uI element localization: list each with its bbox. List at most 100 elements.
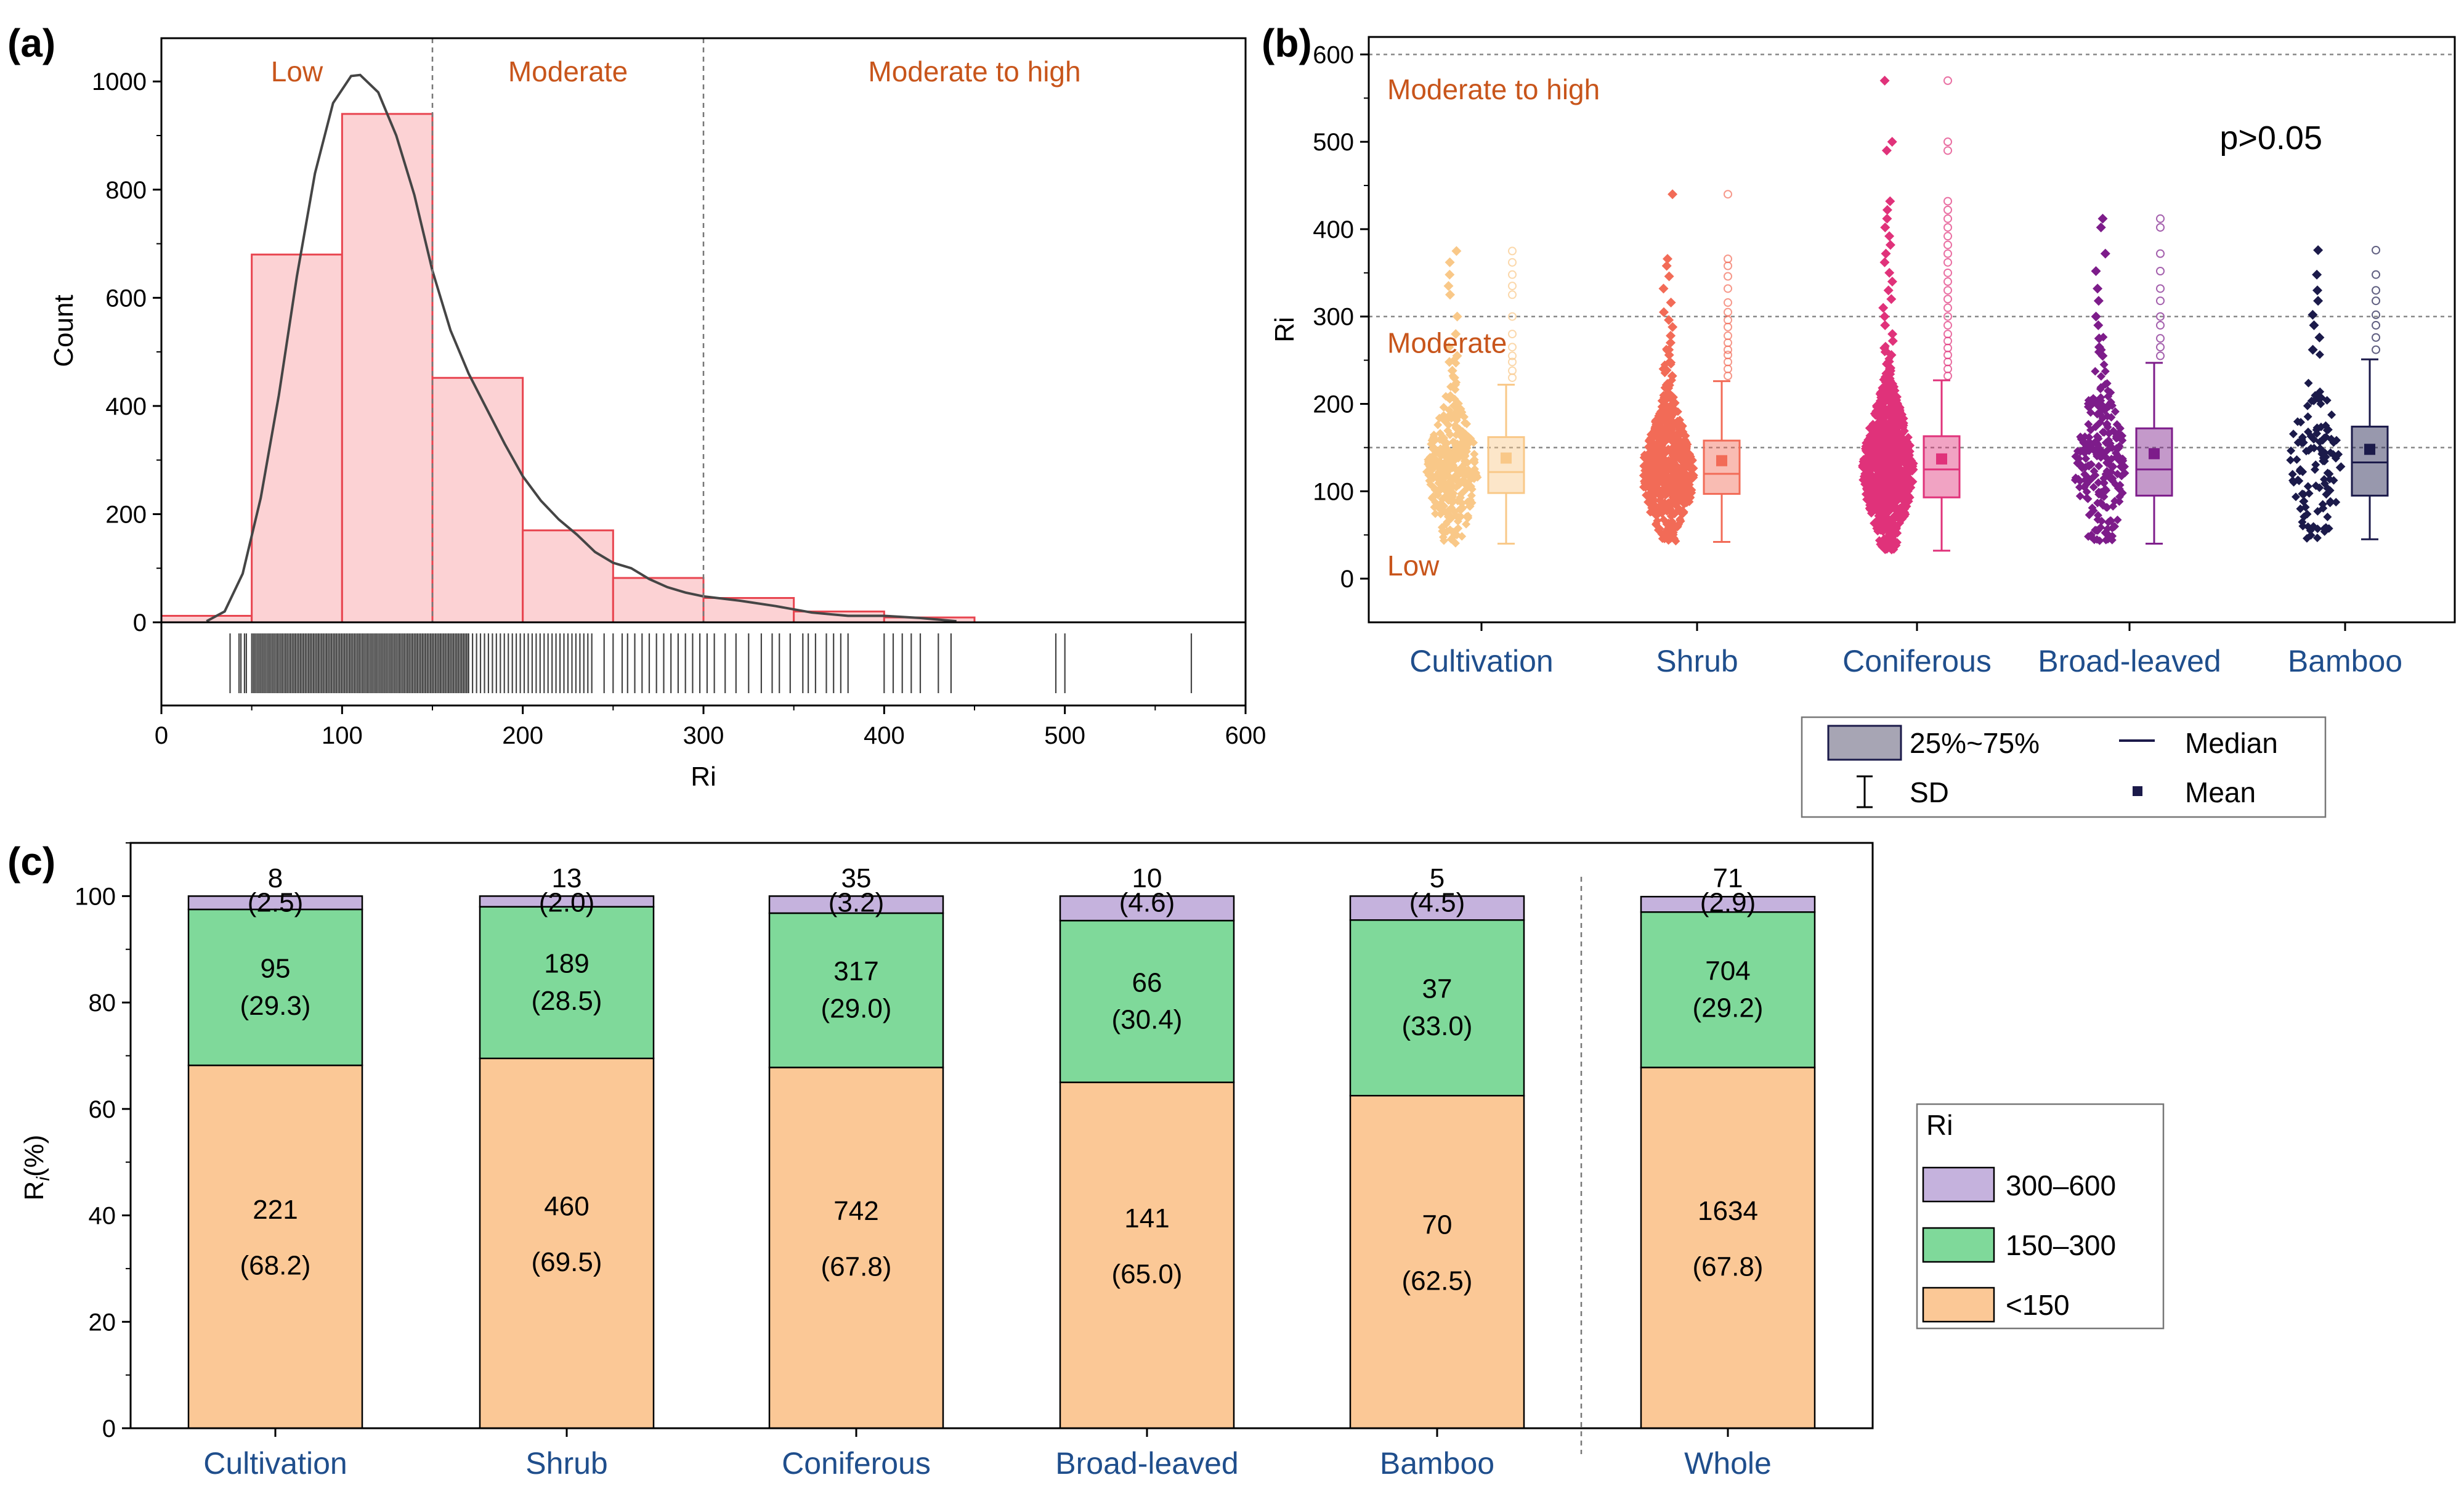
- outlier-18: [1943, 223, 1952, 232]
- x-tick-label-2: 200: [502, 722, 543, 749]
- y-axis-title: Ri: [1270, 317, 1300, 343]
- iqr-box: [2135, 427, 2173, 497]
- jitter-points-shrub: [1639, 189, 1698, 546]
- panel-label-c: (c): [7, 839, 55, 884]
- y-tick-label-2: 40: [89, 1203, 116, 1230]
- percent-label-lt150: (67.8): [821, 1251, 892, 1282]
- outlier-6: [1724, 331, 1732, 340]
- outlier-0: [2372, 345, 2380, 354]
- histogram-bar-4: [522, 529, 614, 624]
- outlier-13: [1943, 268, 1952, 277]
- outlier-15: [1724, 190, 1732, 199]
- mean-marker: [2149, 448, 2160, 460]
- count-label-150-300: 66: [1132, 967, 1162, 998]
- outlier-6: [2156, 284, 2165, 293]
- legend-sd-whisker-icon: [1857, 775, 1873, 808]
- axes: 0 20 40 60 80 100 Cultivation Shrub Coniferous Br…: [75, 842, 1874, 1481]
- mean-marker: [1936, 453, 1947, 465]
- outlier-22: [1943, 146, 1952, 155]
- legend-sd-label: SD: [1910, 776, 1949, 808]
- iqr-box: [1703, 439, 1741, 495]
- bar-segment-cultivation-0: [187, 1064, 363, 1429]
- outlier-11: [1508, 246, 1517, 256]
- y-axis-title: Count: [49, 295, 79, 367]
- outlier-2: [1508, 357, 1517, 367]
- outlier-3: [1508, 351, 1517, 360]
- count-label-300-600: 13: [552, 863, 582, 893]
- outlier-2: [2156, 334, 2165, 343]
- rug-ticks: [229, 633, 1193, 693]
- density-curve-line: [206, 73, 957, 623]
- percent-label-150-300: (30.4): [1112, 1005, 1183, 1035]
- percent-label-150-300: (29.2): [1693, 993, 1764, 1023]
- x-category-label-cultivation: Cultivation: [1409, 644, 1553, 678]
- count-label-150-300: 37: [1422, 974, 1453, 1004]
- histogram-bar-5: [612, 577, 705, 624]
- y-tick-label-4: 400: [1313, 216, 1354, 243]
- outlier-7: [1724, 322, 1732, 331]
- box-shrub: [1703, 190, 1741, 543]
- count-label-300-600: 35: [841, 863, 872, 893]
- outlier-0: [1508, 373, 1517, 382]
- outlier-5: [1943, 336, 1952, 346]
- x-tick-label-6: 600: [1225, 722, 1266, 749]
- outlier-12: [1724, 272, 1732, 281]
- count-label-lt150: 460: [544, 1191, 589, 1221]
- bar-segment-broad-leaved-0: [1059, 1081, 1235, 1429]
- percent-label-lt150: (62.5): [1402, 1266, 1473, 1296]
- percent-label-150-300: (29.3): [240, 991, 311, 1021]
- outlier-23: [1943, 137, 1952, 147]
- outlier-1: [2156, 343, 2165, 352]
- outlier-9: [1943, 303, 1952, 312]
- percent-label-150-300: (33.0): [1402, 1011, 1473, 1041]
- outlier-0: [2156, 351, 2165, 360]
- x-tick-label-4: 400: [864, 722, 905, 749]
- bar-segment-cultivation-1: [187, 908, 363, 1067]
- legend-mean-marker: [2133, 786, 2142, 796]
- plot-frame: [129, 842, 1874, 1429]
- zone-label-low: Low: [271, 55, 323, 87]
- percent-label-300-600: (2.9): [1700, 888, 1756, 918]
- box-bamboo: [2351, 245, 2389, 540]
- panel-label-b: (b): [1262, 21, 1312, 65]
- bar-segment-shrub-1: [479, 906, 655, 1060]
- outlier-14: [1943, 258, 1952, 267]
- bar-segment-coniferous-0: [768, 1067, 944, 1429]
- percent-label-300-600: (2.0): [539, 888, 594, 918]
- bar-segment-cultivation-2: [187, 895, 363, 911]
- outlier-17: [1943, 232, 1952, 241]
- percent-label-lt150: (67.8): [1693, 1251, 1764, 1282]
- bar-segment-shrub-0: [479, 1057, 655, 1429]
- outlier-1: [1943, 364, 1952, 373]
- legend-label-lt150: <150: [2006, 1289, 2070, 1321]
- x-category-label-bamboo: Bamboo: [2288, 644, 2402, 678]
- bar-segment-broad-leaved-1: [1059, 919, 1235, 1083]
- mean-marker: [2364, 444, 2375, 455]
- outlier-3: [1943, 351, 1952, 360]
- count-label-lt150: 742: [833, 1196, 878, 1226]
- y-tick-label-6: 600: [1313, 41, 1354, 68]
- x-tick-label-3: 300: [683, 722, 724, 749]
- percent-label-lt150: (68.2): [240, 1251, 311, 1281]
- outlier-1: [1508, 366, 1517, 375]
- y-tick-label-3: 600: [105, 285, 147, 312]
- outlier-14: [1724, 254, 1732, 264]
- x-tick-label-0: 0: [155, 722, 168, 749]
- zone-label-moderate: Moderate: [1387, 327, 1507, 359]
- legend-b: 25%~75% Median SD Mean: [1801, 716, 2327, 818]
- outlier-0: [1724, 372, 1732, 381]
- axes: 0 200 400 600 800 1000 0 100 200 300 400 500 600: [92, 37, 1266, 749]
- outlier-7: [2156, 267, 2165, 275]
- iqr-box: [1487, 436, 1525, 494]
- outlier-12: [1943, 277, 1952, 287]
- outlier-5: [1508, 330, 1517, 339]
- outlier-16: [1943, 240, 1952, 250]
- outlier-5: [1724, 338, 1732, 348]
- panel-label-a: (a): [7, 21, 55, 65]
- percent-label-300-600: (3.2): [829, 888, 884, 918]
- count-label-150-300: 189: [544, 949, 589, 979]
- y-tick-label-1: 100: [1313, 478, 1354, 505]
- outlier-13: [1724, 261, 1732, 270]
- percent-label-150-300: (28.5): [532, 986, 602, 1016]
- outlier-19: [1943, 214, 1952, 223]
